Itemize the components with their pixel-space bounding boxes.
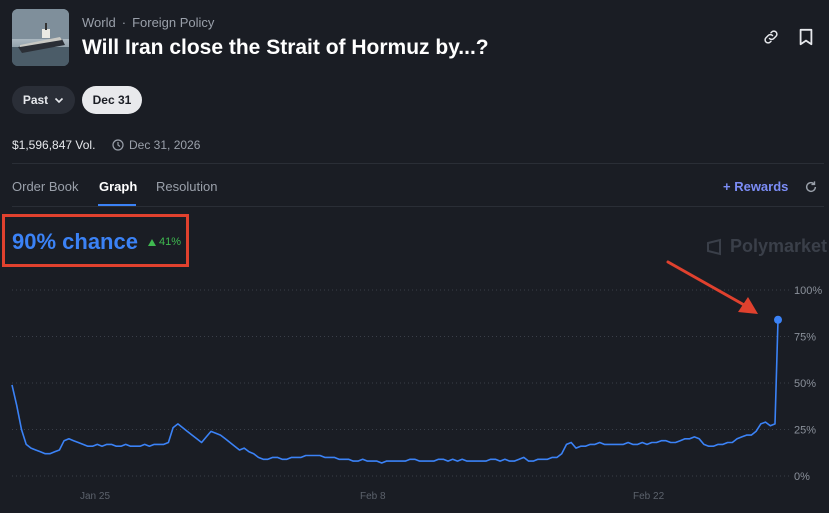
- category-link[interactable]: World: [82, 15, 116, 30]
- current-price-dot: [774, 315, 782, 324]
- price-series-line: [11, 319, 779, 464]
- past-dropdown[interactable]: Past: [12, 86, 75, 114]
- arrow-head: [738, 297, 758, 314]
- rewards-button[interactable]: + Rewards: [723, 179, 789, 194]
- y-axis: 100% 75% 50% 25% 0%: [794, 285, 822, 483]
- x-tick-label: Jan 25: [80, 491, 110, 502]
- tab-graph[interactable]: Graph: [99, 179, 138, 194]
- y-tick-label: 0%: [794, 471, 810, 483]
- ship-image: [12, 9, 69, 66]
- watermark-text: Polymarket: [730, 236, 828, 256]
- market-thumbnail: [12, 9, 69, 66]
- end-date-label: Dec 31, 2026: [129, 138, 201, 152]
- y-tick-label: 100%: [794, 285, 822, 297]
- active-tab-indicator: [98, 204, 136, 206]
- refresh-icon[interactable]: [800, 176, 822, 198]
- clock-icon: [112, 139, 124, 151]
- annotation-arrow: [666, 260, 758, 314]
- arrow-shaft: [666, 260, 748, 308]
- chance-value: 90% chance: [12, 229, 138, 254]
- x-axis: Jan 25 Feb 8 Feb 22: [80, 491, 665, 502]
- chance-delta-value: 41%: [159, 236, 182, 248]
- x-tick-label: Feb 8: [360, 491, 386, 502]
- link-icon[interactable]: [760, 26, 782, 48]
- market-title: Will Iran close the Strait of Hormuz by.…: [82, 36, 489, 59]
- y-tick-label: 50%: [794, 378, 816, 390]
- polymarket-logo-icon: [707, 238, 721, 255]
- divider: [12, 206, 824, 207]
- date-pill-dec-31[interactable]: Dec 31: [82, 86, 142, 114]
- tab-order-book[interactable]: Order Book: [12, 179, 79, 194]
- end-date: Dec 31, 2026: [112, 138, 200, 152]
- divider: [12, 163, 824, 164]
- breadcrumb: World · Foreign Policy: [82, 15, 215, 30]
- up-arrow-icon: [148, 238, 156, 246]
- highlight-box: [2, 214, 189, 267]
- past-label: Past: [22, 93, 49, 107]
- polymarket-watermark: Polymarket: [706, 236, 827, 257]
- volume-text: $1,596,847 Vol.: [12, 138, 96, 152]
- y-tick-label: 75%: [794, 332, 816, 344]
- tab-resolution[interactable]: Resolution: [156, 179, 218, 194]
- chance-delta: 41%: [148, 236, 181, 248]
- chart-grid: [12, 289, 790, 477]
- bookmark-icon[interactable]: [795, 26, 817, 48]
- y-tick-label: 25%: [794, 425, 816, 437]
- x-tick-label: Feb 22: [633, 491, 665, 502]
- chevron-down-icon: [55, 97, 64, 104]
- date-pill-label: Dec 31: [92, 93, 132, 107]
- subcategory-link[interactable]: Foreign Policy: [132, 15, 215, 30]
